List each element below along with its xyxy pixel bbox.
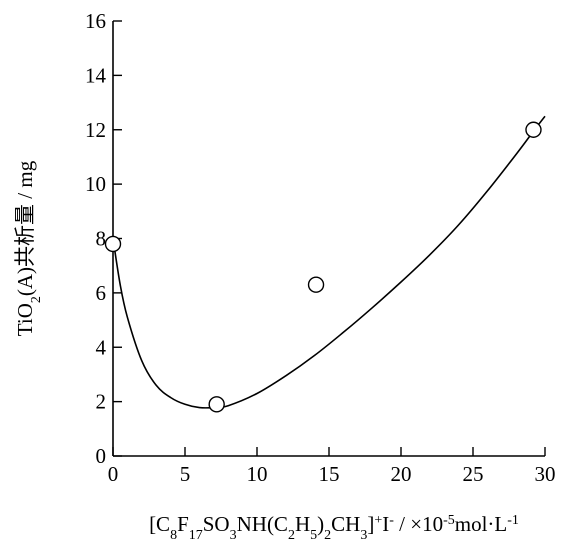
data-point <box>104 235 122 253</box>
data-point <box>307 276 325 293</box>
y-tick-label: 12 <box>85 118 106 142</box>
y-tick-label: 2 <box>96 390 107 414</box>
fit-curve-layer <box>112 115 546 409</box>
x-tick-label: 0 <box>108 462 119 486</box>
data-point <box>208 396 225 413</box>
y-tick-label: 14 <box>85 63 107 87</box>
x-tick-label: 25 <box>463 462 484 486</box>
x-tick-label: 10 <box>247 462 268 486</box>
x-tick-label: 15 <box>319 462 340 486</box>
y-tick-label: 10 <box>85 172 106 196</box>
axis-ticks: 0 2 4 6 8 10 12 14 16 0 5 10 15 20 25 30 <box>85 9 556 486</box>
data-points <box>104 121 542 413</box>
y-tick-label: 0 <box>96 444 107 468</box>
data-point <box>525 121 542 138</box>
fit-curve <box>112 115 546 409</box>
y-tick-label: 8 <box>96 227 107 251</box>
x-tick-label: 30 <box>535 462 556 486</box>
y-axis-label: TiO2(A)共析量 / mg <box>13 160 44 336</box>
y-tick-label: 4 <box>96 335 107 359</box>
y-tick-label: 6 <box>96 281 107 305</box>
axes <box>112 21 545 457</box>
x-tick-label: 5 <box>180 462 191 486</box>
x-tick-label: 20 <box>391 462 412 486</box>
y-tick-label: 16 <box>85 9 106 33</box>
x-axis-label: [C8F17SO3NH(C2H5)2CH3]+I- / ×10-5mol·L-1 <box>149 512 519 543</box>
